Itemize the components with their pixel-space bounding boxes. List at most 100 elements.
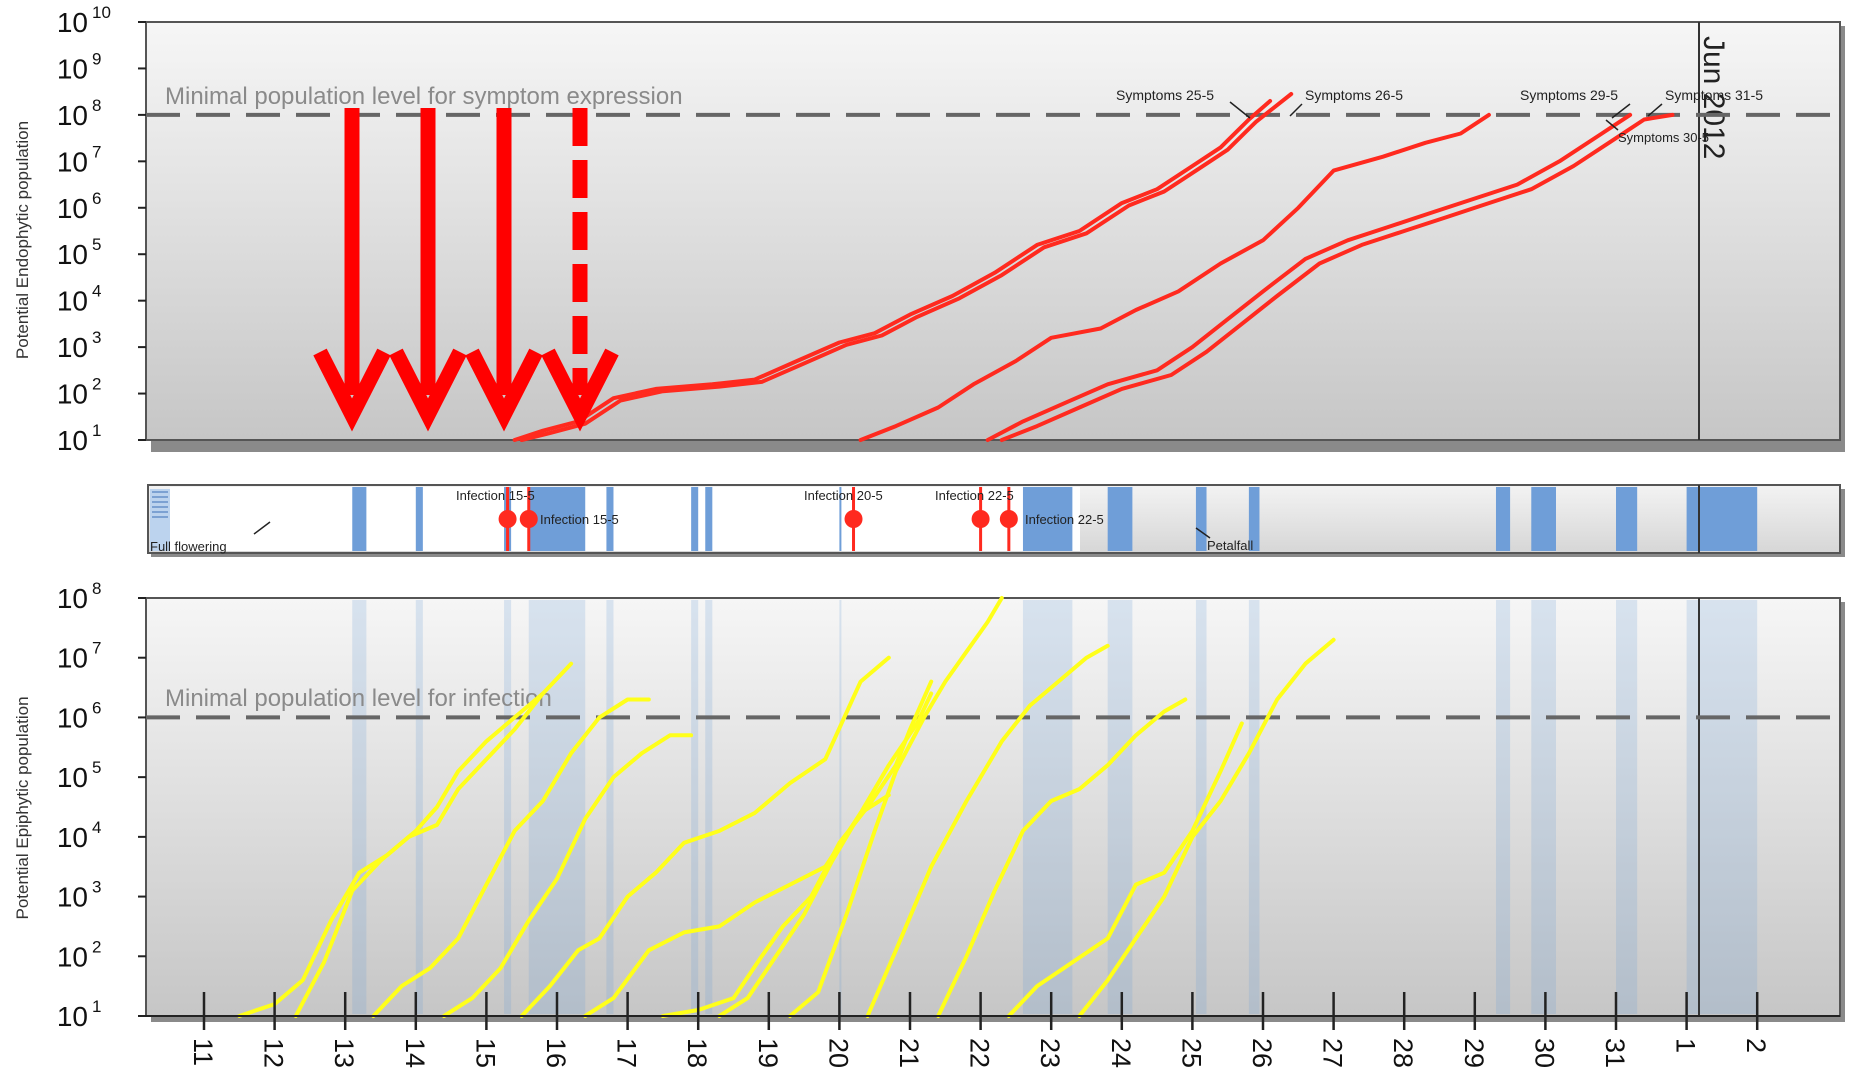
x-tick-label: 13 (329, 1038, 359, 1068)
x-tick-label: 25 (1176, 1038, 1206, 1068)
rain-band (1195, 487, 1207, 551)
epiphytic-y-tick-label: 10 (57, 643, 88, 674)
leader-full-flowering (253, 521, 271, 535)
endophytic-series-line (519, 92, 1294, 442)
endophytic-y-tick-exponent: 3 (92, 328, 101, 347)
infection-threshold-label: Minimal population level for infection (165, 685, 552, 712)
endophytic-y-tick-label: 10 (57, 100, 88, 131)
endophytic-y-tick-label: 10 (57, 425, 88, 456)
endophytic-y-tick-exponent: 6 (92, 189, 101, 208)
epiphytic-series-line (442, 733, 694, 1018)
epiphytic-y-tick-exponent: 6 (92, 698, 101, 717)
epiphytic-y-tick-exponent: 8 (92, 579, 101, 598)
epiphytic-series-line (717, 691, 934, 1018)
endophytic-y-tick-exponent: 9 (92, 49, 101, 68)
x-tick-label: 11 (188, 1038, 218, 1066)
x-tick-label: 29 (1459, 1038, 1489, 1068)
annotation-leader-26-5 (1289, 103, 1303, 117)
rain-band (691, 487, 699, 551)
epiphytic-series-line (371, 697, 651, 1018)
rain-band-shade (1616, 600, 1638, 1014)
epiphytic-y-tick-label: 10 (57, 882, 88, 913)
epiphytic-y-tick-label: 10 (57, 1001, 88, 1032)
x-tick-label: 27 (1318, 1038, 1348, 1068)
epiphytic-y-tick-label: 10 (57, 702, 88, 733)
leader-petalfall (1195, 527, 1211, 539)
x-tick-label: 19 (753, 1038, 783, 1068)
epiphytic-series-line (1077, 637, 1336, 1018)
epiphytic-series-line (237, 661, 574, 1018)
arrow-4-dashed (541, 108, 619, 432)
rain-band (1107, 487, 1133, 551)
x-tick-label: 18 (682, 1038, 712, 1068)
rain-band-shade (1248, 600, 1260, 1014)
hatch-block (150, 489, 170, 551)
x-axis: 11 12 13 14 15 16 17 18 19 20 21 22 23 24 25 26 27 28 29 30… (146, 992, 1840, 1068)
endophytic-month-label: Jun 2012 (1697, 36, 1730, 159)
endophytic-series-line (858, 112, 1491, 442)
arrow-3 (465, 108, 543, 432)
rain-band (606, 487, 614, 551)
x-tick-label: 30 (1529, 1038, 1559, 1068)
endophytic-y-tick-exponent: 8 (92, 96, 101, 115)
endophytic-y-tick-label: 10 (57, 286, 88, 317)
epiphytic-series-line (1006, 721, 1244, 1018)
epiphytic-series-line (519, 655, 891, 1018)
annotation-leader-29-5 (1611, 103, 1631, 119)
endophytic-y-tick-label: 10 (57, 193, 88, 224)
epiphytic-y-tick-exponent: 1 (92, 997, 101, 1016)
epiphytic-y-axis-title: Potential Epiphytic population (13, 696, 32, 919)
endophytic-y-tick-label: 10 (57, 146, 88, 177)
epiphytic-y-tick-label: 10 (57, 762, 88, 793)
annotation-symptoms-26-5: Symptoms 26-5 (1305, 87, 1403, 103)
annotation-leader-30-5 (1605, 119, 1619, 131)
infection-marker-dot (844, 510, 863, 528)
endophytic-y-tick-label: 10 (57, 332, 88, 363)
endophytic-y-tick-label: 10 (57, 239, 88, 270)
epiphytic-rain-bands (352, 600, 1758, 1014)
endophytic-y-tick-exponent: 10 (92, 3, 111, 22)
annotation-symptoms-29-5: Symptoms 29-5 (1520, 87, 1618, 103)
x-tick-label: 12 (259, 1038, 289, 1068)
rain-band (1531, 487, 1556, 551)
rain-band (415, 487, 423, 551)
annotation-symptoms-31-5: Symptoms 31-5 (1665, 87, 1763, 103)
annotation-leader-25-5 (1229, 101, 1251, 119)
epiphytic-y-tick-label: 10 (57, 822, 88, 853)
endophytic-series-line (985, 112, 1633, 442)
endophytic-y-tick-label: 10 (57, 379, 88, 410)
annotation-leader-31-5 (1647, 103, 1663, 117)
x-tick-label: 15 (470, 1038, 500, 1068)
symptom-threshold-label: Minimal population level for symptom exp… (165, 83, 683, 110)
rain-band (1616, 487, 1638, 551)
infection-marker-dot (999, 510, 1018, 528)
x-tick-label: 24 (1106, 1038, 1136, 1068)
x-tick-label: 28 (1388, 1038, 1418, 1068)
rain-band-shade (691, 600, 699, 1014)
timeline-white-region (170, 487, 1080, 551)
infection-marker-dot (519, 510, 538, 528)
rain-band-shade (839, 600, 842, 1014)
epiphytic-series-line (788, 596, 1004, 1018)
epiphytic-y-tick-exponent: 3 (92, 878, 101, 897)
label-infection-20-5: Infection 20-5 (804, 488, 883, 503)
epiphytic-series-group (237, 596, 1336, 1018)
endophytic-y-tick-exponent: 4 (92, 282, 101, 301)
epiphytic-series-line (865, 643, 1110, 1018)
x-tick-label: 14 (400, 1038, 430, 1068)
x-tick-label: 26 (1247, 1038, 1277, 1068)
x-tick-label: 1 (1671, 1038, 1701, 1053)
rain-band (839, 487, 842, 551)
epiphytic-y-tick-exponent: 4 (92, 818, 101, 837)
x-tick-label: 2 (1741, 1038, 1771, 1053)
endophytic-y-tick-exponent: 5 (92, 235, 101, 254)
endophytic-y-tick-label: 10 (57, 53, 88, 84)
infection-arrows (313, 108, 619, 432)
infection-marker-dot (971, 510, 990, 528)
rain-band (1686, 487, 1758, 551)
arrow-2 (389, 108, 467, 432)
epiphytic-panel-background (145, 597, 1841, 1017)
